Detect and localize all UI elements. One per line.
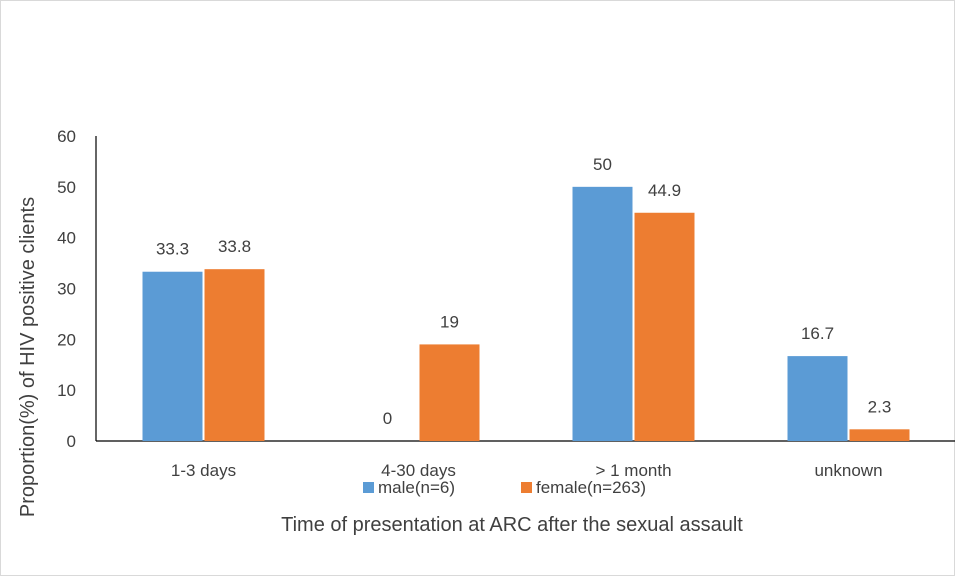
x-category-label: > 1 month <box>595 461 671 480</box>
y-tick-label: 30 <box>57 280 76 299</box>
data-label: 19 <box>440 312 459 331</box>
legend-label: male(n=6) <box>378 478 455 497</box>
y-tick-label: 10 <box>57 381 76 400</box>
data-label: 44.9 <box>648 181 681 200</box>
y-tick-label: 60 <box>57 127 76 146</box>
y-tick-label: 40 <box>57 229 76 248</box>
bar-male <box>787 356 848 441</box>
bar-female <box>419 344 480 441</box>
y-tick-label: 50 <box>57 178 76 197</box>
legend-swatch-male <box>363 482 374 493</box>
x-category-label: 1-3 days <box>171 461 236 480</box>
bar-female <box>204 269 265 441</box>
legend-swatch-female <box>521 482 532 493</box>
bar-male <box>572 186 633 441</box>
data-label: 0 <box>383 409 392 428</box>
data-label: 33.3 <box>156 240 189 259</box>
bar-female <box>634 212 695 441</box>
x-axis-title: Time of presentation at ARC after the se… <box>281 514 743 536</box>
y-tick-label: 20 <box>57 330 76 349</box>
data-label: 16.7 <box>801 324 834 343</box>
legend-label: female(n=263) <box>536 478 646 497</box>
x-category-label: 4-30 days <box>381 461 456 480</box>
bar-female <box>849 429 910 441</box>
data-label: 2.3 <box>868 397 892 416</box>
y-axis-title: Proportion(%) of HIV positive clients <box>17 197 39 517</box>
data-label: 33.8 <box>218 237 251 256</box>
x-category-label: unknown <box>814 461 882 480</box>
bar-male <box>142 271 203 441</box>
data-label: 50 <box>593 155 612 174</box>
y-tick-label: 0 <box>67 432 76 451</box>
